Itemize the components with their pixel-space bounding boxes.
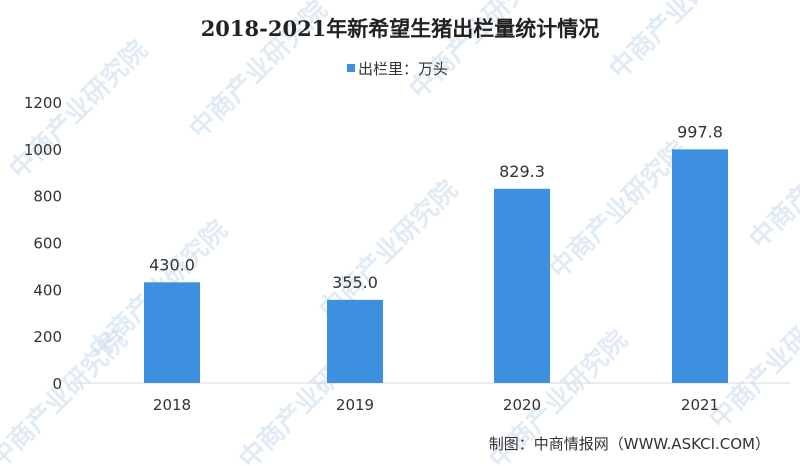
x-tick-label: 2019 bbox=[336, 396, 374, 414]
source-note: 制图：中商情报网（WWW.ASKCI.COM） bbox=[489, 435, 770, 453]
chart-title: 2018-2021年新希望生猪出栏量统计情况 bbox=[201, 16, 600, 41]
y-tick-label: 600 bbox=[33, 235, 62, 253]
x-tick-label: 2020 bbox=[503, 396, 541, 414]
legend-label: 出栏里：万头 bbox=[358, 60, 448, 78]
x-tick-label: 2018 bbox=[153, 396, 191, 414]
x-tick-label: 2021 bbox=[681, 396, 719, 414]
y-tick-label: 200 bbox=[33, 328, 62, 346]
bar-2021 bbox=[672, 149, 728, 383]
data-label: 355.0 bbox=[332, 273, 378, 292]
y-axis: 0 200 400 600 800 1000 1200 bbox=[24, 94, 62, 393]
legend: 出栏里：万头 bbox=[347, 60, 448, 78]
data-label: 997.8 bbox=[677, 122, 723, 141]
bars: 430.0 2018 355.0 2019 829.3 2020 997.8 2021 bbox=[144, 122, 728, 414]
y-tick-label: 0 bbox=[52, 375, 62, 393]
watermark-text: 中商产业研究院 bbox=[0, 324, 134, 466]
y-tick-label: 400 bbox=[33, 281, 62, 299]
bar-2020 bbox=[494, 188, 550, 383]
watermark-text: 中商产业研究院 bbox=[603, 0, 754, 85]
data-label: 430.0 bbox=[149, 255, 195, 274]
y-tick-label: 1000 bbox=[24, 141, 62, 159]
legend-swatch bbox=[347, 64, 355, 72]
bar-2018 bbox=[144, 282, 200, 383]
y-tick-label: 800 bbox=[33, 188, 62, 206]
watermark-text: 中商产业研究院 bbox=[543, 134, 694, 285]
watermark-text: 中商产业研究院 bbox=[743, 104, 800, 255]
y-tick-label: 1200 bbox=[24, 94, 62, 112]
data-label: 829.3 bbox=[499, 162, 545, 181]
bar-2019 bbox=[327, 299, 383, 383]
